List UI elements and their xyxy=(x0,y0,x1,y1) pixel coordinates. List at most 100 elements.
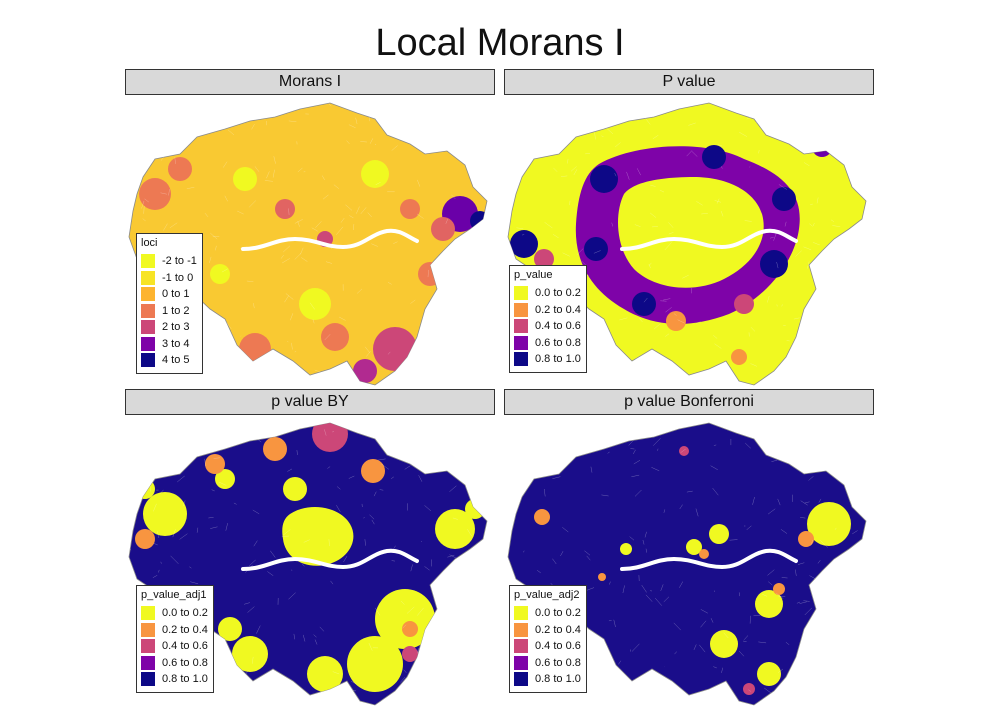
ward-edge xyxy=(294,351,297,353)
ward-edge xyxy=(638,317,643,323)
ward-edge xyxy=(870,572,876,573)
legend-item: 0.6 to 0.8 xyxy=(514,655,581,672)
ward-edge xyxy=(292,693,296,698)
ward-edge xyxy=(784,137,786,141)
ward-edge xyxy=(521,234,525,236)
ward-edge xyxy=(634,489,642,497)
ward-edge xyxy=(314,639,318,645)
ward-edge xyxy=(645,594,653,602)
ward-edge xyxy=(391,560,396,562)
ward-edge xyxy=(449,586,459,595)
ward-edge xyxy=(778,184,787,190)
ward-edge xyxy=(739,131,748,137)
ward-edge xyxy=(647,702,651,705)
ward-edge xyxy=(375,182,381,186)
ward-edge xyxy=(459,472,461,474)
ward-edge xyxy=(275,424,278,426)
ward-edge xyxy=(809,223,813,227)
map-patch xyxy=(584,237,608,261)
legend-label: 0.6 to 0.8 xyxy=(535,656,581,669)
ward-edge xyxy=(154,442,159,450)
legend-item: 0.0 to 0.2 xyxy=(141,605,208,622)
ward-edge xyxy=(449,554,458,559)
legend-label: 0.4 to 0.6 xyxy=(535,640,581,653)
ward-edge xyxy=(796,601,801,604)
map-patch xyxy=(686,539,702,555)
legend-label: 0.0 to 0.2 xyxy=(162,607,208,620)
ward-edge xyxy=(594,132,596,140)
ward-edge xyxy=(776,261,779,269)
ward-edge xyxy=(800,500,808,506)
ward-edge xyxy=(152,575,158,578)
map-patch xyxy=(734,294,754,314)
ward-edge xyxy=(405,419,407,421)
ward-edge xyxy=(560,175,568,177)
legend-label: 4 to 5 xyxy=(162,354,190,367)
ward-edge xyxy=(130,670,133,679)
legend-label: -2 to -1 xyxy=(162,255,197,268)
ward-edge xyxy=(629,536,635,541)
ward-edge xyxy=(831,461,834,466)
map-patch xyxy=(283,477,307,501)
ward-edge xyxy=(812,222,815,227)
ward-edge xyxy=(215,245,217,251)
ward-edge xyxy=(356,288,363,294)
ward-edge xyxy=(820,330,826,337)
legend-label: 0.8 to 1.0 xyxy=(535,673,581,686)
ward-edge xyxy=(324,429,327,436)
ward-edge xyxy=(504,626,505,630)
map-legend: p_value 0.0 to 0.2 0.2 to 0.4 0.4 to 0.6… xyxy=(509,265,587,373)
map-patch xyxy=(402,621,418,637)
ward-edge xyxy=(417,703,421,705)
ward-edge xyxy=(160,561,162,564)
map-patch xyxy=(510,230,538,258)
ward-edge xyxy=(452,373,456,382)
ward-edge xyxy=(787,709,793,710)
ward-edge xyxy=(483,101,490,103)
ward-edge xyxy=(817,298,822,301)
ward-edge xyxy=(216,373,225,377)
ward-edge xyxy=(514,103,519,107)
ward-edge xyxy=(451,194,456,200)
map-patch xyxy=(232,636,268,672)
panel-p-value-bonferroni: p value Bonferroni p_value_adj2 0.0 to 0… xyxy=(504,389,876,706)
ward-edge xyxy=(319,626,325,632)
ward-edge xyxy=(190,581,199,585)
ward-edge xyxy=(745,442,751,449)
legend-item: 0.2 to 0.4 xyxy=(514,622,581,639)
map-patch xyxy=(666,311,686,331)
ward-edge xyxy=(803,600,810,602)
ward-edge xyxy=(794,106,802,115)
legend-swatch xyxy=(514,319,528,334)
ward-edge xyxy=(287,340,289,343)
ward-edge xyxy=(221,268,228,273)
ward-edge xyxy=(657,448,659,451)
map-patch xyxy=(218,617,242,641)
ward-edge xyxy=(778,668,784,673)
map-patch xyxy=(679,446,689,456)
ward-edge xyxy=(336,226,344,235)
ward-edge xyxy=(746,525,752,530)
ward-edge xyxy=(723,632,729,639)
ward-edge xyxy=(715,688,723,694)
ward-edge xyxy=(780,529,788,534)
ward-edge xyxy=(713,666,717,669)
legend-item: 0.8 to 1.0 xyxy=(141,671,208,688)
ward-edge xyxy=(431,149,434,151)
map-patch xyxy=(699,549,709,559)
ward-edge xyxy=(846,660,852,665)
ward-edge xyxy=(834,527,837,530)
ward-edge xyxy=(828,257,832,263)
ward-edge xyxy=(523,550,525,553)
ward-edge xyxy=(830,219,835,222)
ward-edge xyxy=(521,424,527,430)
legend-swatch xyxy=(514,655,528,670)
ward-edge xyxy=(749,166,751,168)
ward-edge xyxy=(730,653,732,657)
ward-edge xyxy=(302,634,306,642)
ward-edge xyxy=(332,708,337,709)
ward-edge xyxy=(312,318,315,324)
ward-edge xyxy=(695,508,699,517)
ward-edge xyxy=(673,313,677,316)
ward-edge xyxy=(467,278,473,283)
